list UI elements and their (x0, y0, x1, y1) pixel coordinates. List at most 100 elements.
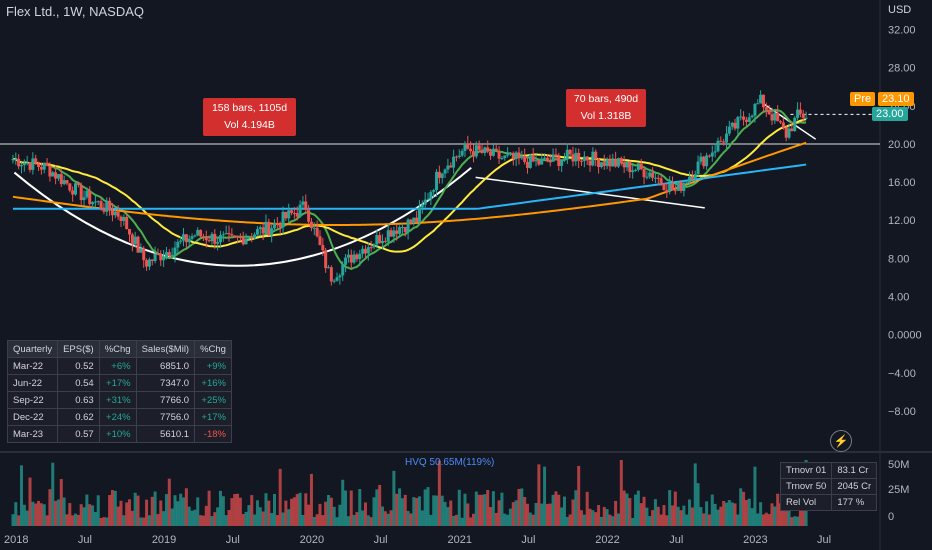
candle-body (770, 114, 774, 121)
volume-bar (304, 493, 308, 526)
volume-bar (508, 508, 512, 526)
candle-body (631, 170, 635, 173)
volume-bar (685, 514, 689, 526)
candle-body (37, 163, 41, 167)
candle-body (417, 207, 421, 223)
volume-bar (403, 494, 407, 526)
volume-bar (636, 490, 640, 526)
volume-bar (679, 510, 683, 526)
candle-body (42, 162, 46, 170)
candle-body (14, 158, 18, 160)
earnings-header-0: Quarterly (6, 340, 59, 358)
candle-body (622, 163, 626, 168)
volume-bar (65, 514, 69, 526)
volume-bar (725, 502, 729, 526)
volume-bar (270, 512, 274, 526)
candle-body (363, 248, 367, 254)
volume-bar (182, 497, 186, 526)
candle-body (634, 169, 638, 171)
earnings-cell: Sep-22 (6, 391, 59, 409)
price-axis-label: −4.00 (888, 368, 916, 380)
candle-body (295, 213, 299, 217)
price-axis-label: 20.00 (888, 139, 916, 151)
volume-bar (253, 514, 257, 526)
volume-bar (719, 506, 723, 526)
table-row: Sep-22 0.63 +31% 7766.0 +25% (6, 391, 232, 409)
candle-body (34, 158, 38, 164)
candle-body (76, 183, 80, 185)
volume-bar (582, 514, 586, 526)
volume-bar (79, 504, 83, 526)
earnings-table: Quarterly EPS($) %Chg Sales($Mil) %Chg Mar-22… (6, 340, 232, 443)
volume-bar (477, 494, 481, 526)
candle-body (616, 158, 620, 167)
candle-body (110, 210, 114, 216)
candle-body (500, 158, 504, 160)
candle-body (761, 94, 765, 108)
volume-bar (446, 507, 450, 526)
candle-body (591, 151, 595, 166)
volume-bar (122, 515, 126, 526)
volume-bar (85, 494, 89, 526)
volume-bar (93, 511, 97, 526)
volume-bar (511, 502, 515, 526)
volume-bar (597, 505, 601, 526)
candle-body (315, 227, 319, 237)
earnings-cell: +17% (98, 374, 137, 392)
candle-body (224, 233, 228, 235)
moving-average-blue (12, 163, 807, 210)
volume-bar (105, 517, 109, 526)
earnings-header-3: Sales($Mil) (135, 340, 196, 358)
volume-bar (520, 488, 524, 526)
volume-bar (204, 505, 208, 526)
volume-bar (230, 498, 234, 526)
volume-bar (187, 506, 191, 526)
candle-body (744, 119, 748, 122)
candle-body (341, 264, 345, 276)
candle-body (173, 247, 177, 255)
candle-body (324, 250, 328, 269)
volume-bar (435, 495, 439, 526)
volume-bar (483, 494, 487, 526)
candle-body (531, 154, 535, 162)
price-axis-label: 8.00 (888, 253, 909, 265)
candle-body (801, 113, 805, 118)
volume-bar (199, 515, 203, 526)
table-row: Rel Vol 177 % (779, 494, 878, 511)
candle-body (665, 190, 669, 192)
candle-body (329, 267, 333, 282)
earnings-cell: 6851.0 (135, 357, 196, 375)
range-annotation-2[interactable]: 70 bars, 490d Vol 1.318B (566, 89, 646, 127)
volume-bar (770, 503, 774, 526)
range-annotation-1[interactable]: 158 bars, 1105d Vol 4.194B (203, 98, 296, 136)
flash-icon[interactable]: ⚡ (830, 430, 852, 452)
volume-bar (790, 517, 794, 526)
candle-body (423, 199, 427, 205)
candle-body (585, 156, 589, 161)
table-row: Dec-22 0.62 +24% 7756.0 +17% (6, 408, 232, 426)
candle-body (753, 103, 757, 116)
candle-body (290, 210, 294, 213)
candle-body (233, 235, 237, 237)
volume-bar (631, 517, 635, 526)
volume-bar (125, 502, 129, 526)
handle-trendline (475, 176, 705, 209)
time-axis-label: 2023 (743, 534, 767, 546)
volume-bar (591, 510, 595, 526)
turnover-cell: Trnovr 50 (779, 478, 833, 495)
candle-body (381, 240, 385, 244)
volume-bar (747, 498, 751, 526)
volume-bar (565, 516, 569, 526)
candle-body (159, 254, 163, 261)
candle-body (705, 155, 709, 167)
candle-body (11, 159, 15, 161)
symbol-title[interactable]: Flex Ltd., 1W, NASDAQ (6, 4, 144, 19)
volume-bar (560, 507, 564, 526)
volume-bar (130, 510, 134, 526)
candle-body (93, 201, 97, 203)
volume-bar (537, 464, 541, 526)
volume-bar (614, 500, 618, 526)
candle-body (238, 236, 242, 238)
candle-body (22, 162, 26, 166)
